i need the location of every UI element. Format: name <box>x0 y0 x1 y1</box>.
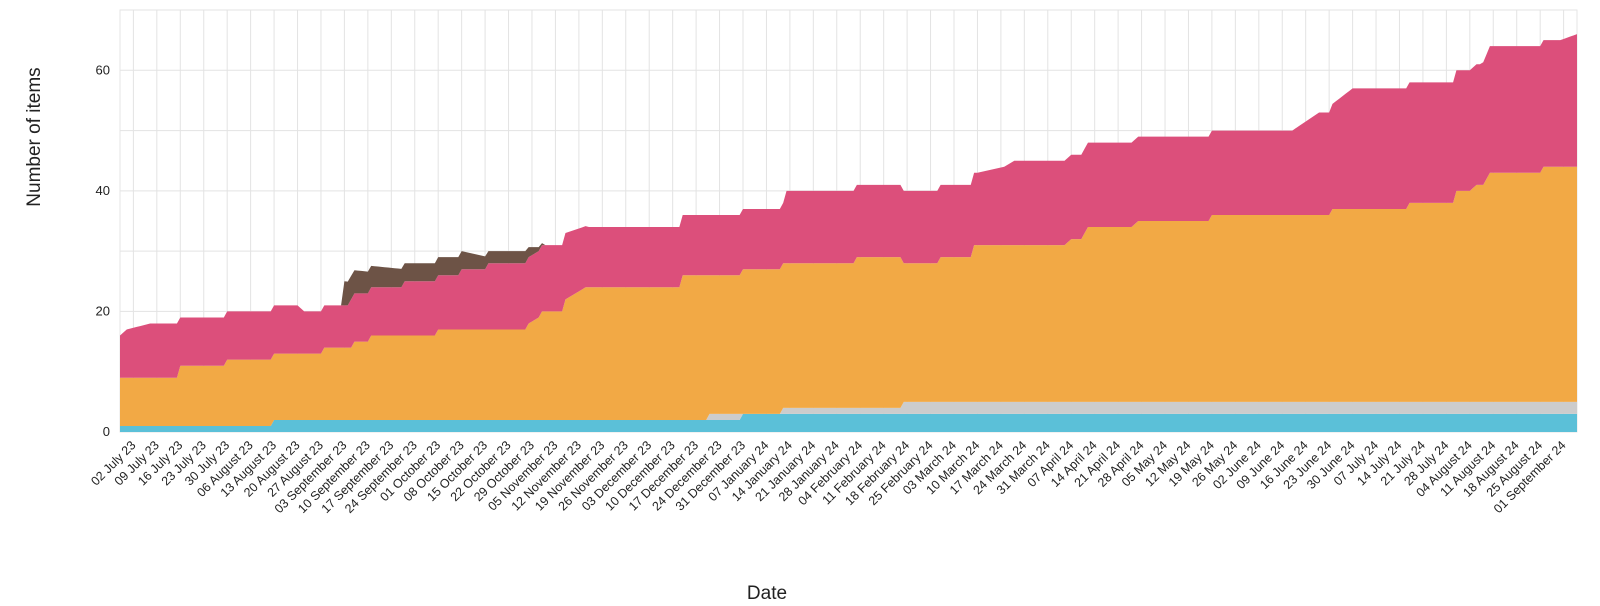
series-areas <box>120 34 1577 432</box>
y-tick-label: 0 <box>103 424 110 439</box>
series-area-2 <box>120 166 1577 426</box>
y-tick-label: 60 <box>96 62 110 77</box>
series-area-3 <box>120 34 1577 378</box>
x-axis-title: Date <box>747 583 787 604</box>
series-area-0 <box>120 413 1577 432</box>
series-area-1 <box>120 401 1577 426</box>
series-area-4 <box>120 34 1577 336</box>
y-tick-label: 40 <box>96 183 110 198</box>
y-axis-ticks: 0 20 40 60 <box>96 62 110 439</box>
y-axis-title: Number of items <box>24 67 45 206</box>
y-tick-label: 20 <box>96 303 110 318</box>
